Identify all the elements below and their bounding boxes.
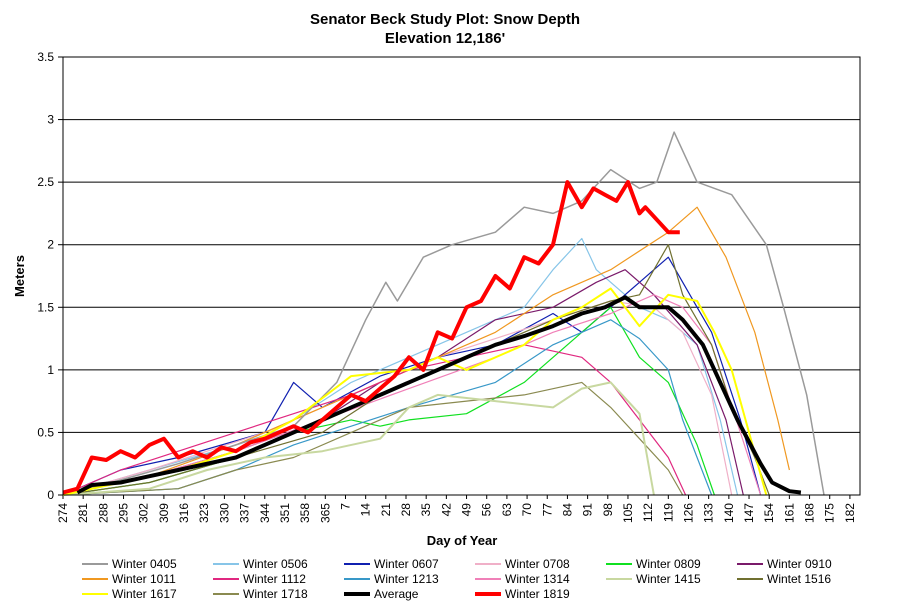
- legend-label-winter-1415: Winter 1415: [636, 572, 701, 586]
- x-tick-label: 7: [338, 503, 352, 510]
- legend: Winter 0405 Winter 0506 Winter 0607 Winter …: [82, 557, 832, 601]
- series-line-winter-0607: [62, 256, 762, 496]
- y-axis-label: Meters: [12, 255, 27, 297]
- series-line-average: [76, 295, 802, 495]
- x-tick-label: 175: [823, 503, 837, 523]
- legend-label-winter-0607: Winter 0607: [374, 557, 439, 571]
- x-tick-label: 161: [782, 503, 796, 523]
- legend-label-wintet-1516: Wintet 1516: [767, 572, 831, 586]
- y-tick-label: 3: [47, 113, 54, 127]
- x-tick-label: 274: [56, 503, 70, 523]
- chart-subtitle: Elevation 12,186': [385, 30, 505, 47]
- legend-label-winter-1718: Winter 1718: [243, 587, 308, 601]
- y-tick-label: 2: [47, 238, 54, 252]
- x-tick-label: 147: [742, 503, 756, 523]
- series-line-winter-1415: [62, 381, 655, 496]
- x-tick-label: 288: [96, 503, 110, 523]
- series-line-wintet-1516: [62, 244, 770, 496]
- x-tick-label: 63: [500, 503, 514, 517]
- x-axis-label: Day of Year: [427, 533, 498, 548]
- x-tick-label: 119: [661, 503, 675, 522]
- series-line-winter-0708: [62, 300, 733, 496]
- x-tick-label: 358: [298, 503, 312, 523]
- x-tick-label: 351: [278, 503, 292, 523]
- x-tick-label: 316: [177, 503, 191, 523]
- legend-label-winter-1617: Winter 1617: [112, 587, 177, 601]
- x-tick-label: 140: [722, 503, 736, 523]
- x-tick-label: 295: [117, 503, 131, 523]
- x-tick-label: 91: [581, 503, 595, 517]
- x-tick-label: 168: [803, 503, 817, 523]
- y-tick-label: 1: [47, 363, 54, 377]
- legend-label-winter-1213: Winter 1213: [374, 572, 439, 586]
- x-tick-label: 365: [318, 503, 332, 523]
- x-tick-label: 28: [399, 503, 413, 517]
- x-tick-label: 133: [702, 503, 716, 523]
- chart-title: Senator Beck Study Plot: Snow Depth: [310, 11, 580, 28]
- x-tick-label: 309: [157, 503, 171, 523]
- x-tick-label: 49: [460, 503, 474, 517]
- x-tick-label: 84: [560, 503, 574, 517]
- x-tick-label: 330: [217, 503, 231, 523]
- series-line-winter-1819: [62, 180, 680, 495]
- y-tick-label: 0.5: [37, 425, 54, 439]
- x-tick-label: 281: [76, 503, 90, 523]
- series-line-winter-1718: [62, 381, 684, 496]
- y-tick-label: 2.5: [37, 175, 54, 189]
- x-tick-label: 70: [520, 503, 534, 517]
- x-axis-ticks: 274 281 288 295 302 309 316 323 330 337 344 351 358 3…: [56, 495, 857, 523]
- y-tick-label: 0: [47, 488, 54, 502]
- legend-label-winter-0405: Winter 0405: [112, 557, 177, 571]
- x-tick-label: 21: [379, 503, 393, 517]
- grid: [63, 119, 860, 433]
- y-tick-label: 1.5: [37, 300, 54, 314]
- x-tick-label: 323: [197, 503, 211, 523]
- legend-label-winter-1112: Winter 1112: [243, 572, 306, 586]
- x-tick-label: 56: [480, 503, 494, 517]
- x-tick-label: 98: [601, 503, 615, 517]
- x-tick-label: 182: [843, 503, 857, 523]
- x-tick-label: 77: [540, 503, 554, 517]
- series-line-winter-1213: [62, 319, 713, 496]
- legend-label-average: Average: [374, 587, 419, 601]
- legend-label-winter-0809: Winter 0809: [636, 557, 701, 571]
- x-tick-label: 126: [681, 503, 695, 523]
- y-axis-ticks: 0 0.5 1 1.5 2 2.5 3 3.5: [37, 50, 63, 502]
- x-tick-label: 105: [621, 503, 635, 523]
- x-tick-label: 344: [258, 503, 272, 523]
- series-line-winter-1011: [62, 206, 790, 496]
- x-tick-label: 337: [238, 503, 252, 523]
- x-tick-label: 302: [137, 503, 151, 523]
- x-tick-label: 14: [359, 503, 373, 517]
- legend-label-winter-1819: Winter 1819: [505, 587, 570, 601]
- series-line-winter-1112: [62, 344, 687, 496]
- legend-label-winter-0506: Winter 0506: [243, 557, 308, 571]
- legend-label-winter-0708: Winter 0708: [505, 557, 570, 571]
- x-tick-label: 35: [419, 503, 433, 517]
- legend-label-winter-0910: Winter 0910: [767, 557, 832, 571]
- x-tick-label: 154: [762, 503, 776, 523]
- legend-label-winter-1011: Winter 1011: [112, 572, 176, 586]
- series-line-winter-0910: [62, 269, 744, 496]
- legend-label-winter-1314: Winter 1314: [505, 572, 570, 586]
- x-tick-label: 42: [439, 503, 453, 517]
- series-line-winter-0405: [62, 131, 825, 496]
- series-lines: [62, 131, 825, 496]
- x-tick-label: 112: [641, 503, 655, 522]
- plot-frame: [62, 56, 861, 496]
- y-tick-label: 3.5: [37, 50, 54, 64]
